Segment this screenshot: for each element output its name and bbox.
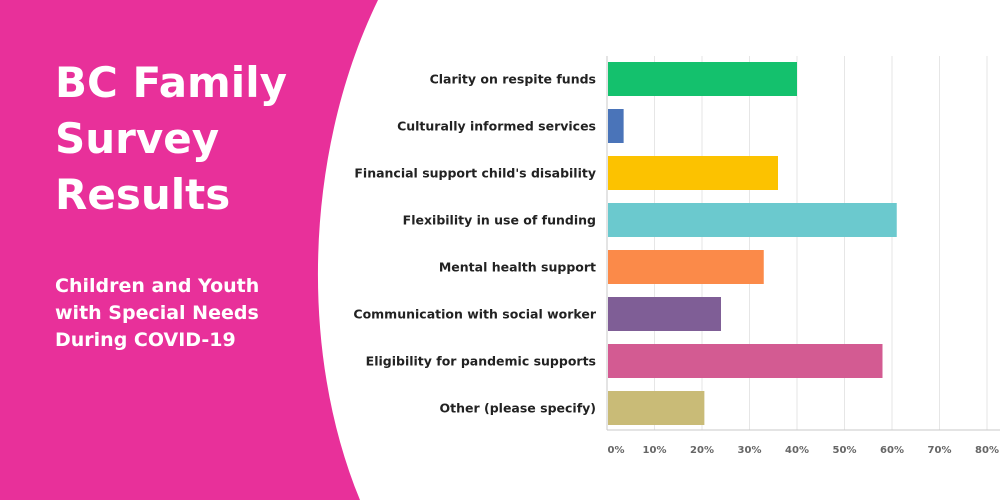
category-label: Mental health support [439,260,596,275]
banner-title-line: Results [55,170,231,219]
banner-subtitle-line: with Special Needs [55,302,259,324]
x-tick-label: 70% [928,445,952,456]
bar [608,109,624,143]
banner-title: BC Family Survey Results [55,55,315,223]
banner-subtitle-line: Children and Youth [55,275,260,297]
banner-subtitle-line: During COVID-19 [55,329,236,351]
category-label: Culturally informed services [397,119,596,134]
category-label: Other (please specify) [440,401,596,416]
x-tick-label: 40% [785,445,809,456]
pink-banner-shape [0,0,378,500]
bar [608,156,778,190]
category-label: Communication with social worker [353,307,596,322]
x-tick-label: 10% [643,445,667,456]
banner-title-line: BC Family [55,58,287,107]
bar [608,344,883,378]
bar [608,391,705,425]
category-label: Eligibility for pandemic supports [366,354,596,369]
x-tick-label: 50% [833,445,857,456]
x-tick-label: 60% [880,445,904,456]
category-label: Clarity on respite funds [430,72,596,87]
x-tick-label: 0% [608,445,625,456]
bar [608,297,721,331]
x-tick-label: 80% [975,445,999,456]
banner-title-line: Survey [55,114,220,163]
bar [608,250,764,284]
x-tick-label: 30% [738,445,762,456]
banner-subtitle: Children and Youth with Special Needs Du… [55,273,315,354]
category-label: Flexibility in use of funding [403,213,596,228]
x-tick-label: 20% [690,445,714,456]
bar [608,203,897,237]
category-label: Financial support child's disability [354,166,596,181]
bar [608,62,797,96]
